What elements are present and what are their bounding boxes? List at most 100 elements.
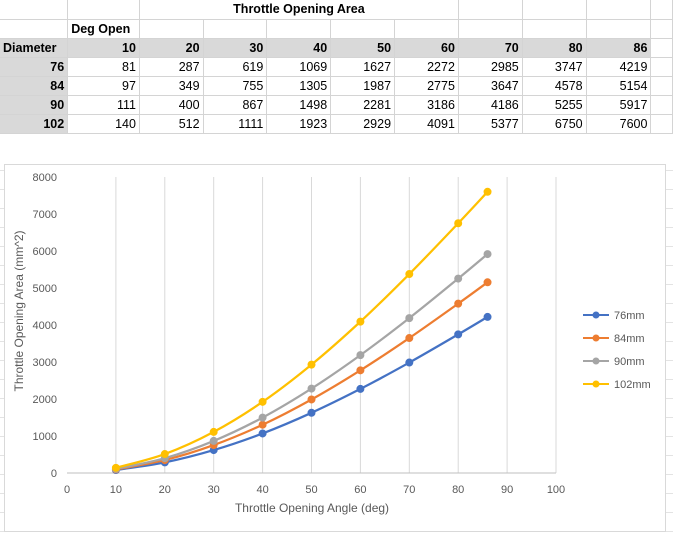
deg-open-label[interactable]: Deg Open [67,19,140,39]
cell[interactable] [586,0,652,20]
value-cell[interactable]: 3647 [458,76,523,96]
value-cell[interactable]: 140 [67,114,140,134]
data-point-84mm[interactable] [356,366,365,375]
angle-header[interactable]: 50 [330,38,396,58]
data-point-76mm[interactable] [258,429,267,438]
value-cell[interactable]: 3747 [522,57,587,77]
cell[interactable] [458,0,523,20]
data-point-84mm[interactable] [307,395,316,404]
value-cell[interactable]: 1305 [266,76,332,96]
value-cell[interactable]: 5377 [458,114,523,134]
value-cell[interactable]: 1498 [266,95,332,115]
cell[interactable] [650,114,673,134]
diameter-cell[interactable]: 90 [0,95,69,115]
data-point-84mm[interactable] [454,299,463,308]
data-point-76mm[interactable] [307,408,316,417]
angle-header[interactable]: 70 [458,38,523,58]
value-cell[interactable]: 111 [67,95,140,115]
value-cell[interactable]: 2775 [394,76,459,96]
value-cell[interactable]: 1069 [266,57,332,77]
angle-header[interactable]: 86 [586,38,652,58]
value-cell[interactable]: 5917 [586,95,652,115]
value-cell[interactable]: 6750 [522,114,587,134]
data-point-102mm[interactable] [483,187,492,196]
value-cell[interactable]: 4219 [586,57,652,77]
value-cell[interactable]: 2929 [330,114,396,134]
value-cell[interactable]: 4091 [394,114,459,134]
value-cell[interactable]: 755 [203,76,268,96]
value-cell[interactable]: 4578 [522,76,587,96]
value-cell[interactable]: 619 [203,57,268,77]
data-point-102mm[interactable] [160,450,169,459]
cell[interactable] [0,0,69,20]
data-point-102mm[interactable] [405,270,414,279]
angle-header[interactable]: 40 [266,38,332,58]
value-cell[interactable]: 349 [139,76,204,96]
value-cell[interactable]: 1111 [203,114,268,134]
cell[interactable] [650,38,673,58]
diameter-cell[interactable]: 102 [0,114,69,134]
data-point-90mm[interactable] [307,384,316,393]
cell[interactable] [650,0,673,20]
cell[interactable] [522,19,587,39]
diameter-label[interactable]: Diameter [0,38,69,58]
value-cell[interactable]: 1987 [330,76,396,96]
value-cell[interactable]: 1923 [266,114,332,134]
value-cell[interactable]: 5255 [522,95,587,115]
data-point-76mm[interactable] [454,330,463,339]
cell[interactable] [139,19,204,39]
cell[interactable] [522,0,587,20]
cell[interactable] [586,19,652,39]
value-cell[interactable]: 97 [67,76,140,96]
diameter-cell[interactable]: 84 [0,76,69,96]
value-cell[interactable]: 867 [203,95,268,115]
angle-header[interactable]: 80 [522,38,587,58]
data-point-90mm[interactable] [209,436,218,445]
value-cell[interactable]: 3186 [394,95,459,115]
diameter-cell[interactable]: 76 [0,57,69,77]
data-point-76mm[interactable] [483,312,492,321]
data-point-102mm[interactable] [454,219,463,228]
cell[interactable] [67,0,140,20]
data-point-90mm[interactable] [258,413,267,422]
cell[interactable] [650,19,673,39]
chart-area[interactable]: 0 10 20 30 40 50 60 70 80 90 100 0 1000 2000 3000 4000 5… [4,164,666,532]
value-cell[interactable]: 5154 [586,76,652,96]
cell[interactable] [650,57,673,77]
data-point-84mm[interactable] [483,278,492,287]
data-point-84mm[interactable] [258,420,267,429]
data-point-102mm[interactable] [258,397,267,406]
data-point-102mm[interactable] [356,317,365,326]
data-point-90mm[interactable] [405,314,414,323]
value-cell[interactable]: 7600 [586,114,652,134]
value-cell[interactable]: 2281 [330,95,396,115]
angle-header[interactable]: 30 [203,38,268,58]
data-point-90mm[interactable] [454,274,463,283]
value-cell[interactable]: 287 [139,57,204,77]
data-point-102mm[interactable] [307,360,316,369]
value-cell[interactable]: 2985 [458,57,523,77]
cell[interactable] [650,76,673,96]
cell[interactable] [266,19,332,39]
value-cell[interactable]: 1627 [330,57,396,77]
data-point-90mm[interactable] [356,351,365,360]
value-cell[interactable]: 2272 [394,57,459,77]
sheet-title[interactable]: Throttle Opening Area [139,0,459,20]
legend[interactable]: 76mm 84mm 90mm 102mm [583,310,651,391]
value-cell[interactable]: 81 [67,57,140,77]
cell[interactable] [0,19,69,39]
angle-header[interactable]: 60 [394,38,459,58]
cell[interactable] [650,95,673,115]
data-point-76mm[interactable] [356,384,365,393]
data-point-102mm[interactable] [111,463,120,472]
data-point-90mm[interactable] [483,250,492,259]
data-point-102mm[interactable] [209,427,218,436]
angle-header[interactable]: 10 [67,38,140,58]
value-cell[interactable]: 400 [139,95,204,115]
cell[interactable] [330,19,396,39]
value-cell[interactable]: 512 [139,114,204,134]
angle-header[interactable]: 20 [139,38,204,58]
value-cell[interactable]: 4186 [458,95,523,115]
data-point-84mm[interactable] [405,334,414,343]
cell[interactable] [394,19,459,39]
